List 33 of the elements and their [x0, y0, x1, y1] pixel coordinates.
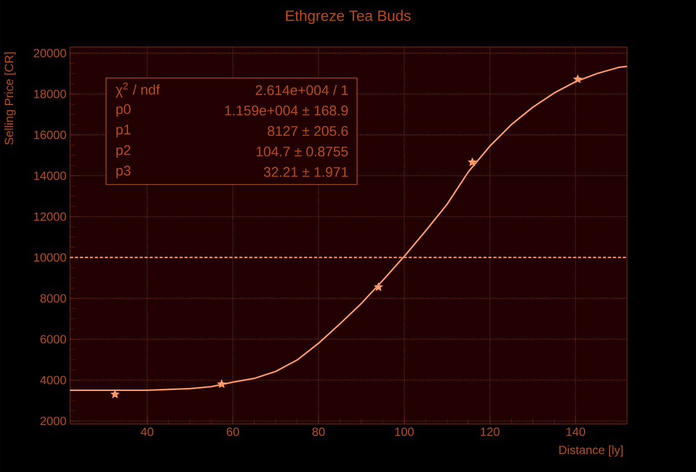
y-tick-label: 16000: [34, 130, 66, 140]
y-tick-label: 2000: [40, 416, 66, 426]
y-tick-label: 8000: [40, 294, 66, 303]
annotation: 2.614e+004 / 1: [256, 84, 348, 96]
annotation: χ$^{2}$ / ndf: [116, 82, 160, 98]
y-tick-label: 18000: [34, 90, 66, 98]
x-axis-title: Distance [ly]: [559, 445, 623, 457]
x-tick-label: 120: [480, 428, 500, 436]
annotation: p0: [116, 104, 130, 117]
x-tick-label: 80: [312, 428, 325, 436]
y-tick-label: 12000: [34, 212, 66, 221]
annotation: 104.7 ± 0.8755: [256, 146, 348, 156]
annotation: p1: [116, 124, 130, 138]
chart-title: Ethgreze Tea Buds: [286, 10, 411, 24]
point: [468, 157, 478, 166]
y-tick-label: 20000: [34, 48, 66, 58]
point: [216, 379, 226, 388]
y-tick-label: 4000: [40, 376, 66, 384]
y-tick-label: 6000: [40, 334, 66, 344]
x-tick-label: 60: [226, 428, 240, 436]
annotation: 8127 ± 205.6: [268, 126, 348, 136]
annotation: 32.21 ± 1.971: [264, 167, 348, 177]
x-tick-label: 100: [395, 428, 414, 436]
x-tick-label: 40: [140, 428, 154, 436]
y-tick-label: 14000: [34, 171, 66, 180]
annotation: p3: [116, 166, 130, 178]
point: [374, 282, 384, 292]
x-tick-label: 140: [566, 428, 586, 436]
y-axis-title: Selling Price [CR]: [4, 52, 16, 145]
point: [573, 74, 582, 84]
annotation: 1.159e+004 ± 168.9: [225, 106, 348, 116]
annotation: p2: [116, 145, 130, 158]
y-tick-label: 10000: [34, 253, 66, 262]
